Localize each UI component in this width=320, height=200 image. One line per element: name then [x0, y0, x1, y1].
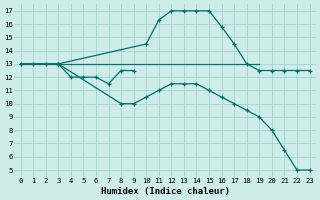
- X-axis label: Humidex (Indice chaleur): Humidex (Indice chaleur): [100, 187, 229, 196]
